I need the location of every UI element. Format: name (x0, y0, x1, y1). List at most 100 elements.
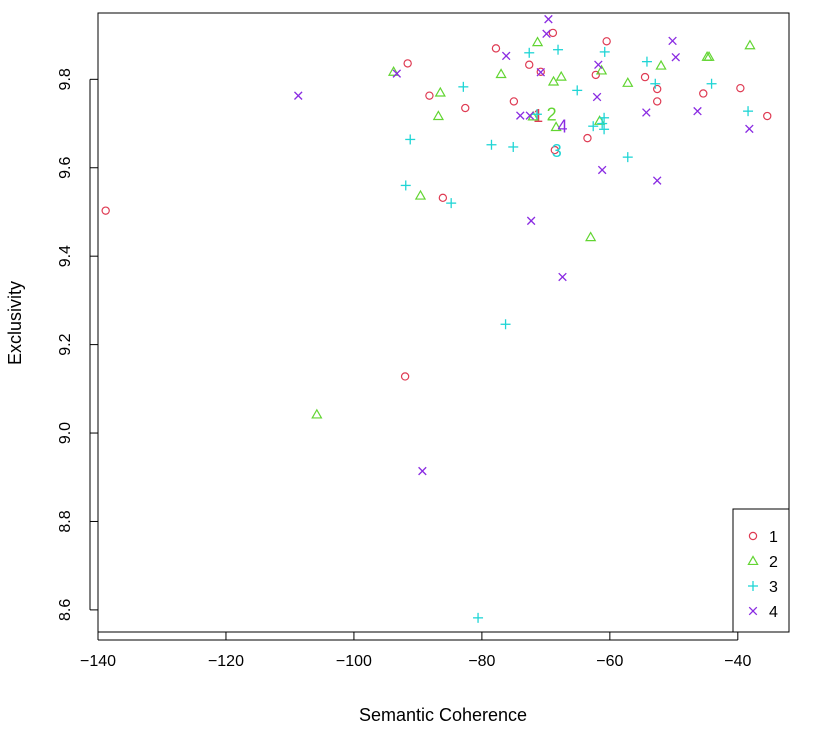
data-point (491, 44, 501, 53)
data-point (706, 78, 717, 89)
data-point (597, 165, 607, 175)
data-point (531, 109, 542, 120)
data-point (703, 50, 715, 61)
y-tick-label: 8.6 (57, 599, 74, 621)
y-tick-label: 9.8 (57, 68, 74, 90)
data-point (536, 67, 546, 77)
legend-item: 1 (748, 529, 778, 546)
data-point (294, 91, 303, 100)
series-3: 3 (400, 44, 754, 623)
data-point (555, 70, 567, 81)
series-center-label: 1 (533, 106, 543, 126)
data-point (536, 67, 545, 77)
data-point (671, 52, 681, 62)
data-point (101, 206, 110, 215)
data-point (652, 84, 662, 94)
x-tick-label: −40 (724, 653, 751, 670)
data-point (473, 612, 484, 623)
data-point (599, 124, 610, 135)
data-point (553, 44, 564, 55)
legend-label: 1 (769, 529, 778, 546)
data-point (500, 319, 511, 330)
data-point (387, 65, 400, 76)
data-point (524, 47, 535, 58)
data-point (548, 28, 558, 38)
data-point (418, 466, 427, 476)
data-point (550, 145, 560, 155)
data-point (509, 97, 519, 106)
data-point (592, 92, 602, 102)
legend: 1 2 3 4 (732, 508, 790, 633)
legend-marker (748, 531, 758, 541)
data-point (591, 70, 600, 80)
series-1: 1 (101, 28, 772, 381)
data-point (693, 106, 702, 116)
y-axis-title: Exclusivity (5, 281, 25, 365)
data-point (544, 14, 553, 24)
data-point (650, 78, 661, 89)
data-point (595, 64, 608, 75)
series-2: 2 (311, 36, 756, 419)
data-point (425, 91, 434, 100)
legend-item: 3 (748, 579, 778, 596)
data-point (558, 272, 567, 282)
data-marks: 1 2 3 4 (101, 14, 772, 623)
data-point (763, 111, 772, 121)
data-point (652, 176, 662, 185)
data-point (525, 111, 535, 120)
data-point (652, 97, 662, 106)
y-tick-label: 9.0 (57, 422, 74, 444)
data-point (405, 134, 416, 145)
x-tick-label: −120 (208, 653, 244, 670)
data-point (547, 75, 560, 86)
axes: −140 −120 −100 −80 −60 −40 8.6 8.8 9.0 9.2 9.4 9.6 9… (57, 12, 790, 670)
data-point (641, 56, 652, 67)
data-point (438, 193, 448, 203)
x-tick-label: −60 (596, 653, 623, 670)
data-point (516, 111, 525, 120)
legend-label: 3 (769, 579, 778, 596)
plot-frame (97, 12, 790, 633)
data-point (403, 59, 412, 68)
data-point (501, 51, 511, 61)
data-point (583, 133, 592, 143)
data-point (745, 124, 754, 134)
legend-item: 2 (747, 554, 778, 571)
data-point (572, 85, 583, 96)
y-tick-label: 9.2 (57, 333, 74, 355)
data-point (531, 36, 544, 47)
data-point (400, 372, 410, 381)
data-point (392, 69, 402, 78)
data-point (525, 60, 534, 69)
data-point (542, 29, 551, 39)
data-point (642, 108, 651, 117)
x-tick-label: −100 (336, 653, 372, 670)
y-tick-label: 8.8 (57, 510, 74, 532)
data-point (400, 180, 411, 191)
data-point (743, 106, 754, 117)
legend-label: 2 (769, 554, 778, 571)
data-point (622, 77, 634, 87)
data-point (461, 103, 470, 113)
data-point (550, 121, 562, 132)
data-point (414, 189, 427, 200)
data-point (655, 59, 667, 70)
data-point (597, 118, 608, 129)
data-point (622, 152, 633, 163)
x-tick-label: −140 (80, 653, 116, 670)
data-point (594, 60, 603, 69)
data-point (434, 86, 446, 97)
data-point (311, 408, 323, 419)
series-center-label: 2 (547, 105, 557, 125)
series-center-label: 4 (557, 117, 567, 137)
x-tick-label: −80 (468, 653, 495, 670)
data-point (736, 83, 745, 93)
legend-marker (748, 606, 758, 616)
data-point (508, 141, 519, 152)
data-point (495, 68, 507, 79)
data-point (526, 216, 536, 226)
data-point (458, 81, 469, 92)
data-point (640, 72, 650, 82)
x-axis-title: Semantic Coherence (359, 705, 527, 725)
